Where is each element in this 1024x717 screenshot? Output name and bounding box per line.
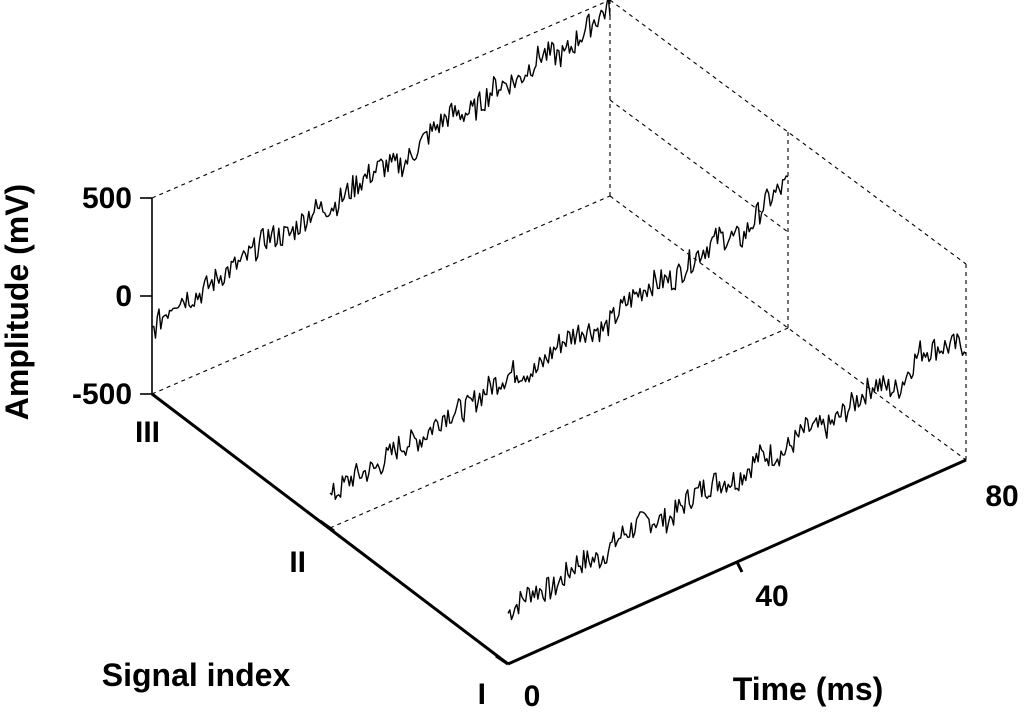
series-trace-iii [151, 0, 611, 339]
text-layer: 500 0 -500 Amplitude (mV) III II I Signa… [0, 182, 1019, 713]
y-tick-mark [319, 519, 335, 533]
floor-mid-line [329, 327, 789, 529]
z-tick-label: -500 [72, 378, 132, 411]
y-axis-label: Signal index [102, 657, 291, 693]
x-tick-label: 40 [755, 580, 788, 613]
x-tick-mark [735, 561, 744, 573]
z-axis-label: Amplitude (mV) [0, 184, 35, 420]
axes-frame [140, 0, 967, 666]
x-tick-label: 0 [524, 680, 541, 712]
z-tick-label: 500 [82, 182, 132, 215]
series-trace-i [507, 333, 967, 621]
mid-slice-guide [609, 99, 789, 233]
right-top-edge [609, 0, 967, 265]
y-tick-label: I [478, 678, 486, 711]
back-top-edge [151, 0, 611, 199]
back-bottom-edge [151, 195, 611, 395]
floor-back-edge [609, 195, 967, 461]
y-tick-label: III [135, 416, 160, 449]
x-tick-label: 80 [985, 480, 1018, 513]
series-trace-ii [329, 175, 789, 500]
y-tick-label: II [289, 546, 306, 579]
z-tick-label: 0 [115, 280, 132, 313]
trace-layer [151, 0, 967, 621]
x-axis-label: Time (ms) [733, 671, 884, 707]
corner-tick [495, 654, 509, 666]
